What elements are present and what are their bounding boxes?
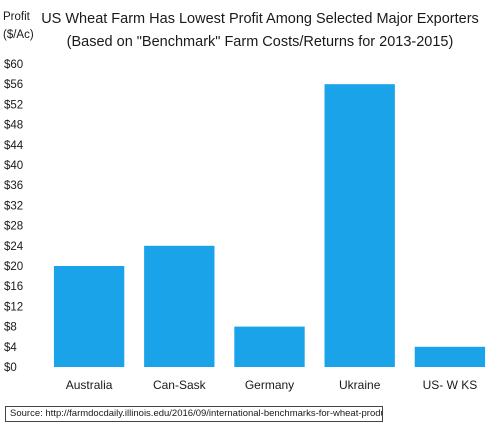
source-note: Source: http://farmdocdaily.illinois.edu… [5, 406, 383, 422]
y-axis-label: Profit ($/Ac) [3, 8, 43, 44]
y-tick-label: $12 [4, 301, 23, 313]
y-tick-label: $24 [4, 241, 24, 253]
chart-title-line-2: (Based on "Benchmark" Farm Costs/Returns… [66, 34, 454, 50]
bar-germany [234, 326, 305, 367]
bar-can-sask [144, 245, 215, 367]
x-tick-label: Australia [66, 378, 113, 392]
y-tick-label: $40 [4, 160, 23, 172]
bar-ukraine [324, 84, 395, 367]
y-tick-label: $0 [4, 362, 17, 374]
x-tick-label: Ukraine [339, 378, 381, 392]
y-tick-label: $60 [4, 59, 23, 71]
y-tick-label: $20 [4, 261, 23, 273]
y-tick-label: $52 [4, 99, 23, 111]
y-tick-label: $8 [4, 322, 17, 334]
x-tick-label: US- W KS [423, 378, 478, 392]
bar-us-w-ks [414, 346, 486, 367]
y-tick-label: $16 [4, 281, 23, 293]
bar-australia [53, 266, 125, 367]
source-text: Source: http://farmdocdaily.illinois.edu… [10, 408, 382, 419]
y-axis-label-line-2: ($/Ac) [3, 29, 34, 41]
y-tick-label: $56 [4, 79, 23, 91]
y-tick-label: $48 [4, 120, 23, 132]
chart-title: US Wheat Farm Has Lowest Profit Among Se… [40, 8, 480, 54]
y-tick-label: $32 [4, 200, 23, 212]
y-tick-label: $4 [4, 342, 17, 354]
y-tick-label: $44 [4, 140, 24, 152]
y-tick-label: $36 [4, 180, 23, 192]
x-tick-label: Can-Sask [153, 378, 207, 392]
x-tick-label: Germany [245, 378, 294, 392]
y-tick-label: $28 [4, 221, 23, 233]
y-axis-label-line-1: Profit [3, 11, 30, 23]
chart-title-line-1: US Wheat Farm Has Lowest Profit Among Se… [41, 11, 479, 27]
